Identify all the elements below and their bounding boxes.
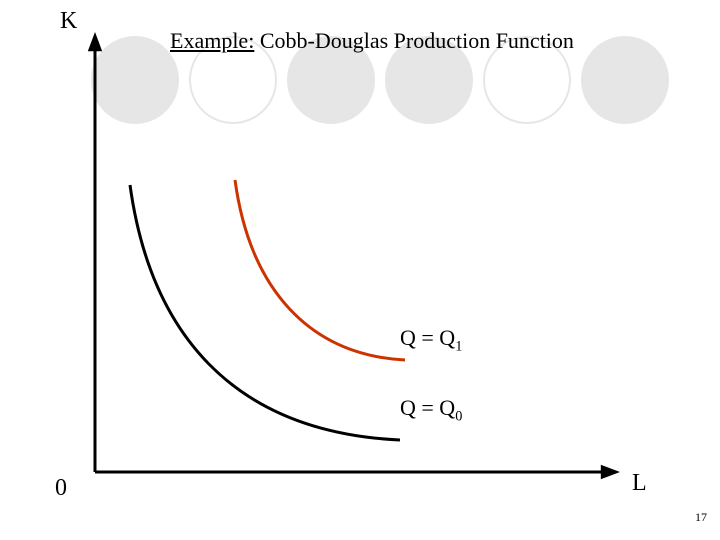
curve-label-q1: Q = Q1 (400, 325, 462, 351)
origin-label: 0 (55, 475, 67, 502)
y-axis-label: K (60, 8, 77, 35)
x-axis-label: L (632, 470, 647, 497)
plot-area (0, 0, 720, 540)
page-number: 17 (695, 510, 707, 525)
curve-label-q0: Q = Q0 (400, 395, 462, 421)
